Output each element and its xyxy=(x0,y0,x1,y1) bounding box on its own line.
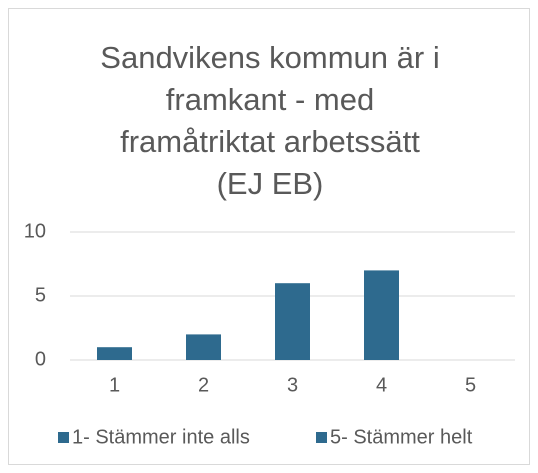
y-tick-label: 5 xyxy=(35,284,46,306)
legend-label: 1- Stämmer inte alls xyxy=(72,426,250,448)
chart-title: Sandvikens kommun är i xyxy=(100,40,439,75)
x-tick-label: 2 xyxy=(198,374,209,396)
chart-title: framkant - med xyxy=(166,82,374,117)
y-tick-label: 0 xyxy=(35,348,46,370)
y-tick-label: 10 xyxy=(24,220,46,242)
bar xyxy=(364,270,399,360)
chart-title: (EJ EB) xyxy=(217,166,324,201)
chart-title: framåtriktat arbetssätt xyxy=(120,124,420,159)
bar xyxy=(186,334,221,360)
x-tick-label: 4 xyxy=(376,374,387,396)
legend-label: 5- Stämmer helt xyxy=(330,426,473,448)
chart-border xyxy=(8,8,530,465)
bar xyxy=(97,347,132,360)
legend-swatch xyxy=(58,432,69,443)
x-tick-label: 1 xyxy=(109,374,120,396)
legend-swatch xyxy=(316,432,327,443)
x-tick-label: 3 xyxy=(287,374,298,396)
x-tick-label: 5 xyxy=(465,374,476,396)
bar xyxy=(275,283,310,360)
